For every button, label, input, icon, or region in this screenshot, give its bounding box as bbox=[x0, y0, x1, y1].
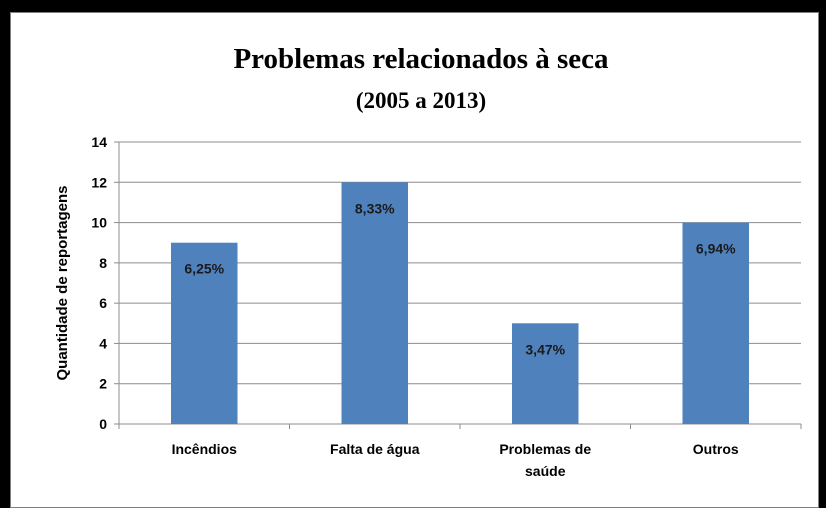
y-axis-label: Quantidade de reportagens bbox=[54, 185, 71, 380]
y-tick-label: 6 bbox=[99, 295, 107, 311]
chart-subtitle: (2005 a 2013) bbox=[356, 88, 486, 113]
bar-2 bbox=[341, 182, 408, 424]
x-tick-label: Incêndios bbox=[172, 441, 238, 457]
bar-chart: Problemas relacionados à seca (2005 a 20… bbox=[54, 43, 802, 479]
x-tick-label: saúde bbox=[525, 463, 566, 479]
data-labels: 6,25% 8,33% 3,47% 6,94% bbox=[184, 200, 736, 357]
data-label: 8,33% bbox=[355, 200, 395, 216]
y-tick-label: 14 bbox=[91, 134, 107, 150]
bar-1 bbox=[171, 242, 238, 424]
y-tick-labels: 0 2 4 6 8 10 12 14 bbox=[91, 134, 107, 432]
chart-area: Problemas relacionados à seca (2005 a 20… bbox=[10, 12, 819, 508]
y-tick-label: 2 bbox=[99, 376, 107, 392]
data-label: 6,94% bbox=[696, 241, 736, 257]
x-tick-label: Falta de água bbox=[330, 441, 420, 457]
x-tick-label: Outros bbox=[693, 441, 739, 457]
y-tick-label: 4 bbox=[99, 335, 107, 351]
y-tick-label: 10 bbox=[91, 215, 107, 231]
data-label: 3,47% bbox=[525, 341, 565, 357]
y-tick-label: 0 bbox=[99, 416, 107, 432]
bar-4 bbox=[682, 222, 749, 424]
data-label: 6,25% bbox=[184, 261, 224, 277]
x-tick-label: Problemas de bbox=[499, 441, 591, 457]
x-tick-labels: Incêndios Falta de água Problemas de saúde O… bbox=[172, 441, 739, 479]
chart-title: Problemas relacionados à seca bbox=[233, 43, 609, 75]
bars bbox=[171, 182, 749, 424]
y-tick-label: 12 bbox=[91, 174, 107, 190]
y-tick-label: 8 bbox=[99, 255, 107, 271]
bar-3 bbox=[512, 323, 579, 424]
